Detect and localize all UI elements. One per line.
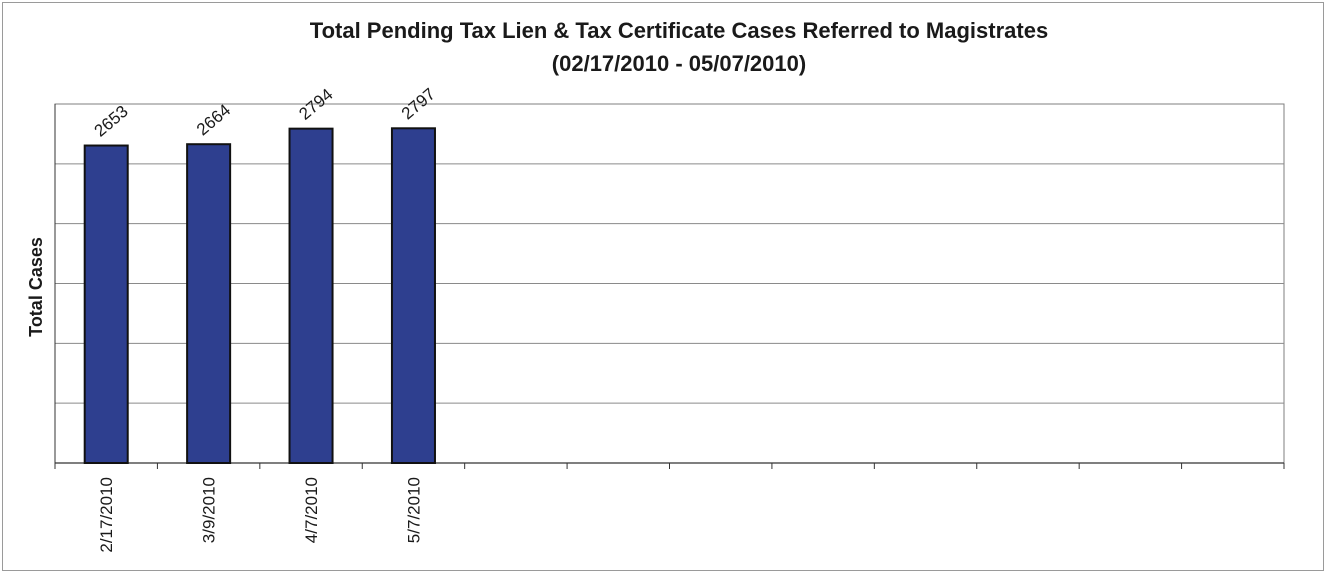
y-axis-title: Total Cases [26, 237, 46, 337]
bar-chart: Total Pending Tax Lien & Tax Certificate… [26, 18, 1285, 553]
bar-4 [390, 127, 436, 465]
x-tick-label-2: 3/9/2010 [200, 477, 219, 543]
data-label-3: 2794 [295, 85, 336, 124]
data-label-4: 2797 [398, 84, 439, 123]
bar-3 [288, 127, 334, 464]
chart-title: Total Pending Tax Lien & Tax Certificate… [310, 18, 1048, 43]
x-tick-label-3: 4/7/2010 [302, 477, 321, 543]
bar-2 [186, 143, 232, 464]
chart-subtitle: (02/17/2010 - 05/07/2010) [552, 51, 806, 76]
plot-area: 2653 2/17/2010 2664 3/9/2010 2794 4/7/2010 279… [54, 84, 1285, 553]
x-tick-label-4: 5/7/2010 [404, 477, 423, 543]
data-label-2: 2664 [193, 100, 234, 139]
data-label-1: 2653 [91, 102, 132, 141]
x-tick-label-1: 2/17/2010 [97, 477, 116, 553]
bar-1 [83, 144, 129, 465]
